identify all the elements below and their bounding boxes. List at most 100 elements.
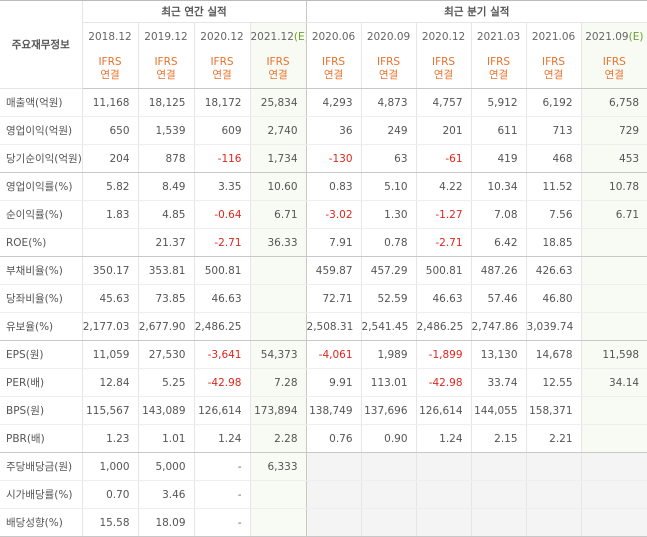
value-cell: 1,989 bbox=[360, 340, 417, 369]
value-cell: - bbox=[193, 452, 250, 481]
period: 2020.09 bbox=[366, 30, 411, 43]
value-cell: 5,912 bbox=[470, 88, 527, 117]
value-cell: 4.85 bbox=[137, 200, 194, 229]
value-cell: 459.87 bbox=[305, 256, 362, 285]
value-cell: 4.22 bbox=[415, 172, 472, 201]
value-cell: 487.26 bbox=[470, 256, 527, 285]
consolidation: 연결 bbox=[543, 69, 564, 81]
value-cell: 13,130 bbox=[470, 340, 527, 369]
value-cell: 54,373 bbox=[249, 340, 307, 369]
value-cell: 52.59 bbox=[360, 284, 417, 313]
value-cell: 5,000 bbox=[137, 452, 194, 481]
value-cell: -4,061 bbox=[305, 340, 362, 369]
value-cell: 3.46 bbox=[137, 480, 194, 509]
value-cell: 453 bbox=[580, 144, 647, 173]
value-cell: 3,039.74 bbox=[525, 312, 582, 341]
period: 2019.12 bbox=[144, 30, 188, 43]
corner-cell: 주요재무정보 bbox=[0, 0, 82, 89]
value-cell: 173,894 bbox=[249, 396, 307, 425]
empty-cell bbox=[360, 452, 417, 481]
period-cell: 2018.12 bbox=[81, 22, 138, 50]
table-head: 주요재무정보 최근 연간 실적 최근 분기 실적 2018.12 2019.12 2020… bbox=[0, 0, 647, 89]
value-cell: 611 bbox=[470, 116, 527, 145]
basis-row: IFRS 연결 IFRS 연결 IFRS 연결 IFRS 연결 IFRS 연결 IFRS 연결 IFRS… bbox=[0, 50, 647, 89]
group-title: 최근 연간 실적 bbox=[81, 0, 307, 23]
period: 2020.12 bbox=[421, 30, 466, 43]
value-cell: 11.52 bbox=[525, 172, 582, 201]
value-cell: 2,541.45 bbox=[360, 312, 417, 341]
value-cell: 457.29 bbox=[360, 256, 417, 285]
value-cell: 500.81 bbox=[193, 256, 250, 285]
basis-cell: IFRS 연결 bbox=[360, 50, 417, 89]
value-cell: 57.46 bbox=[470, 284, 527, 313]
empty-cell bbox=[305, 508, 362, 537]
value-cell: 201 bbox=[415, 116, 472, 145]
basis-cell: IFRS 연결 bbox=[470, 50, 527, 89]
value-cell: -116 bbox=[193, 144, 250, 173]
value-cell: 426.63 bbox=[525, 256, 582, 285]
value-cell: 4,293 bbox=[305, 88, 362, 117]
value-cell: 2,740 bbox=[249, 116, 307, 145]
empty-cell bbox=[580, 312, 647, 341]
value-cell: 126,614 bbox=[193, 396, 250, 425]
value-cell: 204 bbox=[81, 144, 138, 173]
value-cell: 2.21 bbox=[525, 424, 582, 453]
empty-cell bbox=[470, 508, 527, 537]
value-cell: 143,089 bbox=[137, 396, 194, 425]
period-cell: 2019.12 bbox=[137, 22, 194, 50]
value-cell: 468 bbox=[525, 144, 582, 173]
value-cell: -0.64 bbox=[193, 200, 250, 229]
empty-cell bbox=[525, 480, 582, 509]
row-name: 시가배당률(%) bbox=[0, 480, 82, 509]
value-cell: 5.10 bbox=[360, 172, 417, 201]
value-cell: 2,508.31 bbox=[305, 312, 362, 341]
standard: IFRS bbox=[602, 56, 626, 68]
consolidation: 연결 bbox=[100, 69, 120, 81]
value-cell: 650 bbox=[81, 116, 138, 145]
consolidation: 연결 bbox=[156, 69, 176, 81]
estimate-mark: (E) bbox=[628, 30, 644, 43]
empty-cell bbox=[525, 508, 582, 537]
empty-cell bbox=[580, 452, 647, 481]
data-row: 매출액(억원) 11,168 18,125 18,172 25,834 4,293 4,87… bbox=[0, 88, 647, 117]
value-cell: 1,000 bbox=[81, 452, 138, 481]
basis-cell: IFRS 연결 bbox=[305, 50, 362, 89]
period-cell: 2020.12 bbox=[415, 22, 472, 50]
consolidation: 연결 bbox=[212, 69, 232, 81]
data-row: 주당배당금(원) 1,000 5,000-6,333 bbox=[0, 452, 647, 481]
row-name: 당좌비율(%) bbox=[0, 284, 82, 313]
period: 2018.12 bbox=[88, 30, 132, 43]
basis-cell: IFRS 연결 bbox=[193, 50, 250, 89]
value-cell: 5.82 bbox=[81, 172, 138, 201]
value-cell: 36.33 bbox=[249, 228, 307, 257]
value-cell: 45.63 bbox=[81, 284, 138, 313]
consolidation: 연결 bbox=[323, 69, 344, 81]
value-cell: 6.71 bbox=[580, 200, 647, 229]
value-cell: 3.35 bbox=[193, 172, 250, 201]
data-row: 순이익률(%) 1.83 4.85 -0.64 6.71 -3.02 1.30 -1.27 7.… bbox=[0, 200, 647, 229]
standard: IFRS bbox=[376, 56, 401, 68]
standard: IFRS bbox=[266, 56, 290, 68]
value-cell: 12.84 bbox=[81, 368, 138, 397]
empty-cell bbox=[470, 480, 527, 509]
value-cell: 158,371 bbox=[525, 396, 582, 425]
basis-cell: IFRS 연결 bbox=[81, 50, 138, 89]
standard: IFRS bbox=[210, 56, 234, 68]
value-cell: 0.83 bbox=[305, 172, 362, 201]
value-cell: 34.14 bbox=[580, 368, 647, 397]
data-row: EPS(원) 11,059 27,530 -3,641 54,373 -4,061 1,98… bbox=[0, 340, 647, 369]
value-cell: 10.34 bbox=[470, 172, 527, 201]
value-cell: 18,172 bbox=[193, 88, 250, 117]
value-cell: 1.24 bbox=[193, 424, 250, 453]
value-cell: 729 bbox=[580, 116, 647, 145]
value-cell: 10.78 bbox=[580, 172, 647, 201]
value-cell: - bbox=[193, 508, 250, 537]
consolidation: 연결 bbox=[604, 69, 624, 81]
period-cell: 2020.12 bbox=[193, 22, 250, 50]
row-name: EPS(원) bbox=[0, 340, 82, 369]
standard: IFRS bbox=[486, 56, 511, 68]
empty-cell bbox=[580, 256, 647, 285]
value-cell: - bbox=[193, 480, 250, 509]
